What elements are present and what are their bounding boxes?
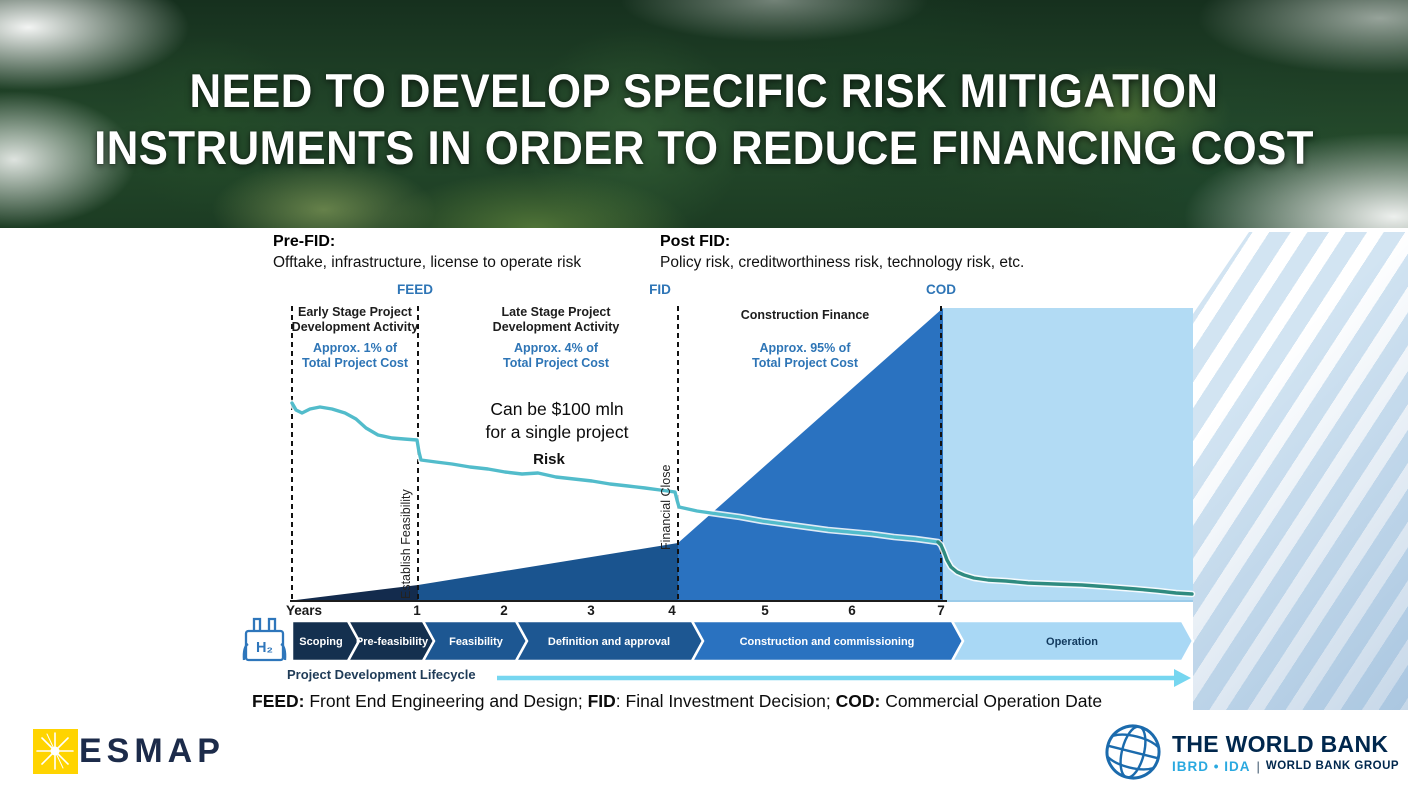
legend-cod-def: Commercial Operation Date bbox=[880, 691, 1103, 711]
stage-feasibility-label: Feasibility bbox=[449, 636, 504, 648]
esmap-sunburst-icon bbox=[33, 729, 78, 774]
axis-tick-4: 4 bbox=[668, 603, 676, 618]
financial-close-label: Financial Close bbox=[659, 464, 673, 550]
axis-tick-6: 6 bbox=[848, 603, 856, 618]
legend-feed-def: Front End Engineering and Design; bbox=[304, 691, 588, 711]
axis-years-label: Years bbox=[286, 603, 323, 618]
worldbank-divider: | bbox=[1256, 758, 1260, 774]
lifecycle-stage-labels: Scoping Pre-feasibility Feasibility Defi… bbox=[299, 636, 1098, 648]
late-stage-cost-wedge bbox=[418, 543, 678, 600]
forest-banner-image: NEED TO DEVELOP SPECIFIC RISK MITIGATION… bbox=[0, 0, 1408, 228]
post-fid-note: Post FID: Policy risk, creditworthiness … bbox=[660, 233, 1024, 272]
axis-tick-7: 7 bbox=[937, 603, 945, 618]
stage-construction-label: Construction and commissioning bbox=[740, 636, 915, 648]
stage-scoping-label: Scoping bbox=[299, 636, 342, 648]
svg-text:H₂: H₂ bbox=[256, 640, 273, 656]
axis-tick-2: 2 bbox=[500, 603, 508, 618]
axis-tick-1: 1 bbox=[413, 603, 421, 618]
construction-finance-triangle bbox=[678, 308, 943, 600]
milestone-cod: COD bbox=[926, 282, 956, 297]
milestone-feed: FEED bbox=[396, 282, 433, 297]
late-stage-cost: Approx. 4% of Total Project Cost bbox=[502, 341, 610, 370]
stage-operation-chevron bbox=[949, 619, 1195, 663]
post-fid-body: Policy risk, creditworthiness risk, tech… bbox=[660, 254, 1025, 271]
pre-fid-body: Offtake, infrastructure, license to oper… bbox=[273, 254, 582, 271]
worldbank-globe-icon bbox=[1105, 724, 1161, 780]
worldbank-title: THE WORLD BANK bbox=[1172, 730, 1389, 757]
worldbank-ibrd-ida: IBRD • IDA bbox=[1172, 758, 1251, 774]
lifecycle-stage-bar bbox=[290, 619, 1195, 663]
title-line-2: INSTRUMENTS IN ORDER TO REDUCE FINANCING… bbox=[94, 121, 1314, 174]
operation-area bbox=[943, 308, 1193, 601]
pre-fid-heading: Pre-FID: bbox=[273, 233, 336, 250]
diagonal-stripes-decoration bbox=[1193, 232, 1408, 710]
legend-feed: FEED: bbox=[252, 691, 305, 711]
establish-feasibility-label: Establish Feasibility bbox=[399, 489, 413, 599]
hydrogen-plant-icon: H₂ bbox=[242, 617, 287, 662]
slide-title: NEED TO DEVELOP SPECIFIC RISK MITIGATION… bbox=[49, 62, 1358, 176]
legend-fid: FID bbox=[587, 691, 616, 711]
risk-curve-label: Risk bbox=[533, 451, 565, 468]
stage-pre-feasibility-label: Pre-feasibility bbox=[356, 636, 429, 648]
late-stage-name: Late Stage Project Development Activity bbox=[492, 305, 620, 334]
legend-cod: COD: bbox=[835, 691, 881, 711]
esmap-logo: ESMAP bbox=[33, 729, 225, 774]
title-line-1: NEED TO DEVELOP SPECIFIC RISK MITIGATION bbox=[189, 64, 1219, 117]
worldbank-logo: THE WORLD BANK IBRD • IDA | WORLD BANK G… bbox=[1103, 722, 1399, 782]
esmap-wordmark: ESMAP bbox=[79, 732, 225, 770]
early-stage-cost-wedge bbox=[296, 585, 418, 600]
construction-finance-cost: Approx. 95% of Total Project Cost bbox=[751, 341, 859, 370]
early-stage-name: Early Stage Project Development Activity bbox=[291, 305, 419, 334]
lifecycle-caption: Project Development Lifecycle bbox=[287, 667, 476, 682]
lifecycle-arrow bbox=[497, 669, 1191, 687]
construction-finance-name: Construction Finance bbox=[740, 308, 870, 322]
axis-tick-5: 5 bbox=[761, 603, 769, 618]
worldbank-group: WORLD BANK GROUP bbox=[1265, 760, 1400, 772]
early-stage-cost: Approx. 1% of Total Project Cost bbox=[301, 341, 409, 370]
cost-callout: Can be $100 mln for a single project bbox=[485, 399, 629, 442]
stage-definition-label: Definition and approval bbox=[548, 636, 670, 648]
post-fid-heading: Post FID: bbox=[660, 233, 731, 250]
legend-fid-def: : Final Investment Decision; bbox=[615, 691, 836, 711]
axis-tick-3: 3 bbox=[587, 603, 595, 618]
pre-fid-note: Pre-FID: Offtake, infrastructure, licens… bbox=[273, 233, 581, 272]
risk-curve-post-cod bbox=[936, 540, 1194, 596]
risk-curve-pre-cod bbox=[290, 401, 940, 544]
stage-operation-label: Operation bbox=[1046, 636, 1098, 648]
milestone-fid: FID bbox=[649, 282, 671, 297]
acronym-legend: FEED: Front End Engineering and Design; … bbox=[252, 691, 1102, 712]
